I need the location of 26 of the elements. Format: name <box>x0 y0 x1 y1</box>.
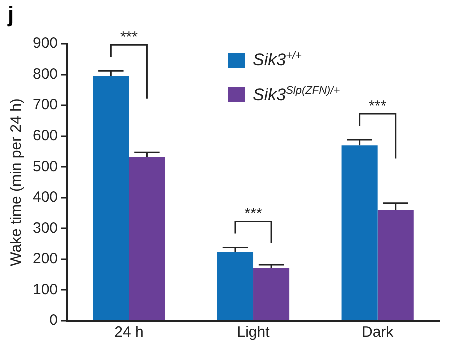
bar <box>378 210 414 320</box>
y-tick-label: 800 <box>32 66 58 83</box>
bar <box>342 146 378 320</box>
y-tick-label: 200 <box>32 250 58 268</box>
legend-label: Sik3$^{+/+}$ <box>253 50 302 71</box>
x-tick-label: Light <box>237 324 271 342</box>
bar <box>93 76 130 320</box>
y-axis-title: Wake time (min per 24 h) <box>8 98 26 266</box>
bar <box>217 252 254 320</box>
y-tick-label: 100 <box>32 281 58 298</box>
annotation: *** <box>120 29 138 46</box>
annotation: *** <box>369 98 387 116</box>
y-tick-label: 900 <box>32 35 58 52</box>
y-tick-label: 700 <box>32 96 58 114</box>
annotation: *** <box>244 206 262 223</box>
y-tick-label: 0 <box>50 312 58 330</box>
y-tick-label: 400 <box>32 189 58 206</box>
text: j <box>8 2 14 28</box>
y-tick-label: 600 <box>32 127 58 144</box>
legend-label: Sik3$^{Slp(ZFN)/+}$ <box>253 84 340 106</box>
x-tick-label: 24 h <box>114 324 144 342</box>
bar <box>129 157 166 320</box>
y-tick-label: 500 <box>32 158 58 176</box>
bar <box>254 268 290 320</box>
x-tick-label: Dark <box>362 324 394 342</box>
y-tick-label: 300 <box>32 220 58 237</box>
